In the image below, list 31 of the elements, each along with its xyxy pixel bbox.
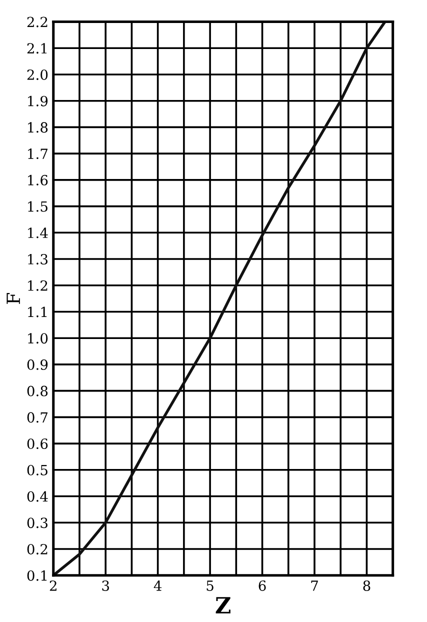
y-tick-label: 2.0 [27, 69, 48, 80]
y-tick-label: 2.1 [27, 43, 47, 54]
y-tick-label: 0.3 [27, 518, 48, 528]
x-tick-label: 2 [50, 580, 56, 591]
y-tick-label: 1.8 [28, 122, 48, 133]
y-tick-label: 0.4 [27, 491, 48, 502]
x-axis-title: Z [216, 597, 230, 614]
y-tick-label: 1.2 [28, 280, 48, 291]
y-tick-label: 1.5 [28, 201, 48, 212]
y-tick-label: 0.7 [27, 412, 48, 423]
y-tick-label: 1.0 [28, 333, 48, 344]
y-tick-label: 1.4 [28, 228, 48, 238]
y-tick-label: 0.6 [27, 438, 48, 450]
y-axis-title: F [6, 293, 20, 304]
y-tick-label: 2.2 [27, 16, 48, 28]
y-tick-label: 0.2 [27, 544, 48, 554]
y-tick-label: 1.3 [28, 254, 48, 264]
y-tick-label: 0.1 [27, 570, 47, 581]
y-tick-label: 1.1 [28, 306, 47, 318]
x-tick-label: 4 [154, 580, 162, 591]
y-tick-label: 1.7 [28, 148, 48, 160]
x-tick-label: 6 [258, 580, 266, 591]
y-tick-label: 0.5 [27, 464, 48, 476]
y-tick-label: 0.8 [27, 386, 48, 396]
y-tick-label: 1.6 [28, 174, 48, 186]
x-tick-label: 8 [363, 580, 370, 591]
x-tick-label: 7 [311, 580, 318, 591]
x-tick-label: 3 [102, 580, 109, 591]
x-tick-label: 5 [206, 580, 214, 591]
y-tick-label: 0.9 [27, 359, 48, 370]
y-tick-label: 1.9 [28, 96, 48, 106]
